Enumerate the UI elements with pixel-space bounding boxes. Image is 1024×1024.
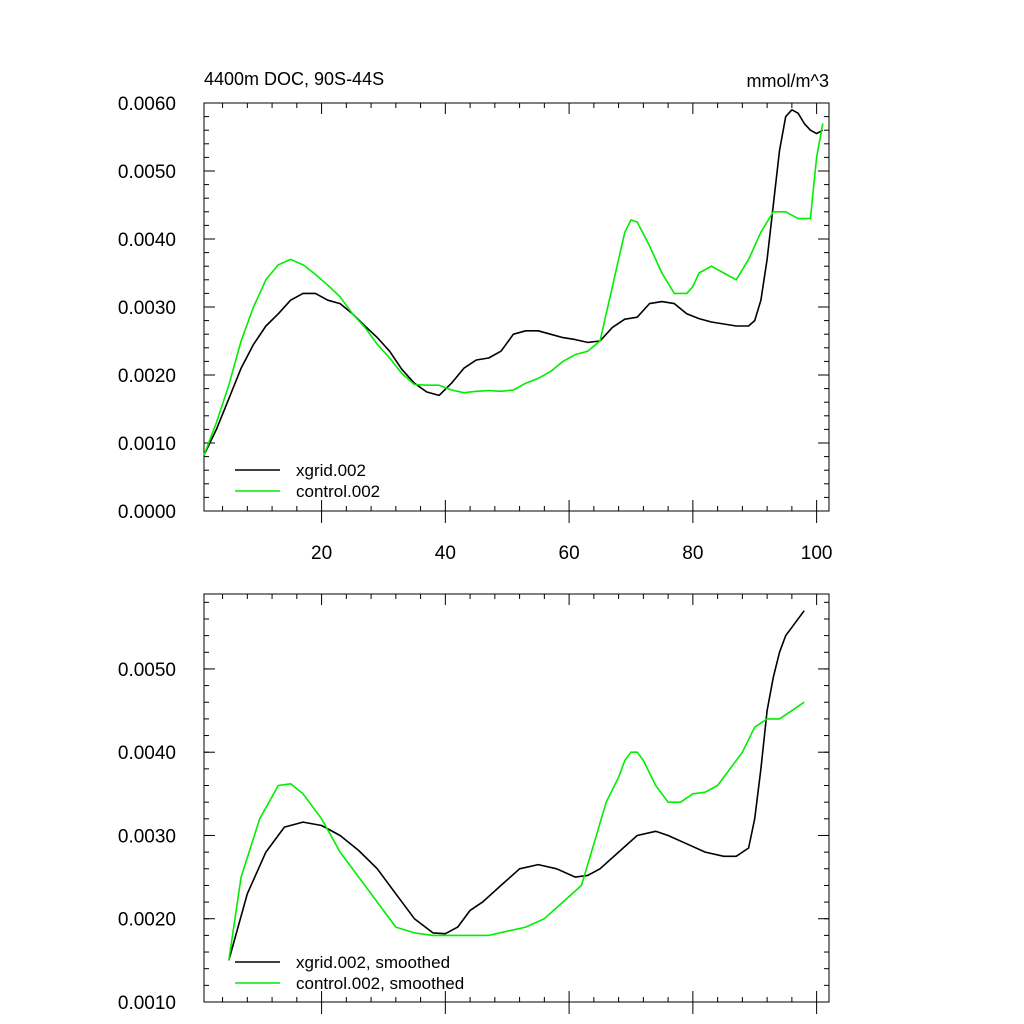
chart-title-left: 4400m DOC, 90S-44S <box>204 69 384 89</box>
x-tick-label: 80 <box>682 543 703 564</box>
x-tick-label: 40 <box>435 543 456 564</box>
y-tick-label: 0.0010 <box>118 993 176 1014</box>
y-tick-label: 0.0040 <box>118 743 176 764</box>
series-line-top-control <box>203 123 824 456</box>
series-line-bottom-xgrid <box>228 610 805 961</box>
y-tick-label: 0.0030 <box>118 298 176 319</box>
x-tick-label: 20 <box>311 543 332 564</box>
legend-top: xgrid.002 control.002 <box>235 461 380 501</box>
x-tick-label: 60 <box>559 543 580 564</box>
plot-frame-bottom <box>203 593 830 1003</box>
y-tick-label: 0.0020 <box>118 366 176 387</box>
y-tick-label: 0.0050 <box>118 660 176 681</box>
legend-bottom: xgrid.002, smoothed control.002, smoothe… <box>235 953 464 993</box>
ticks-top: 0.0000 0.0010 0.0020 0.0030 0.0040 0.0050 0.00… <box>118 94 833 564</box>
y-tick-label: 0.0040 <box>118 230 176 251</box>
y-tick-label: 0.0030 <box>118 826 176 847</box>
legend-label-xgrid: xgrid.002 <box>296 461 366 480</box>
series-lines-top <box>203 109 824 456</box>
legend-label-xgrid-smoothed: xgrid.002, smoothed <box>296 953 450 972</box>
y-tick-label: 0.0060 <box>118 94 176 115</box>
legend-label-control-smoothed: control.002, smoothed <box>296 974 464 993</box>
legend-label-control: control.002 <box>296 482 380 501</box>
y-tick-label: 0.0010 <box>118 434 176 455</box>
series-line-top-xgrid <box>203 109 824 456</box>
plot-frame-top <box>203 102 830 512</box>
x-tick-label: 100 <box>801 543 833 564</box>
panel-bottom: 0.0010 0.0020 0.0030 0.0040 0.0050 xgrid.002… <box>118 593 830 1014</box>
y-tick-label: 0.0050 <box>118 162 176 183</box>
y-tick-label: 0.0000 <box>118 502 176 523</box>
chart-title-right: mmol/m^3 <box>747 71 829 91</box>
ticks-bottom: 0.0010 0.0020 0.0030 0.0040 0.0050 <box>118 594 829 1014</box>
y-tick-label: 0.0020 <box>118 910 176 931</box>
series-line-bottom-control <box>228 701 805 961</box>
panel-top: 4400m DOC, 90S-44S mmol/m^3 0.0000 0.0010… <box>118 69 833 564</box>
series-lines-bottom <box>228 610 805 961</box>
